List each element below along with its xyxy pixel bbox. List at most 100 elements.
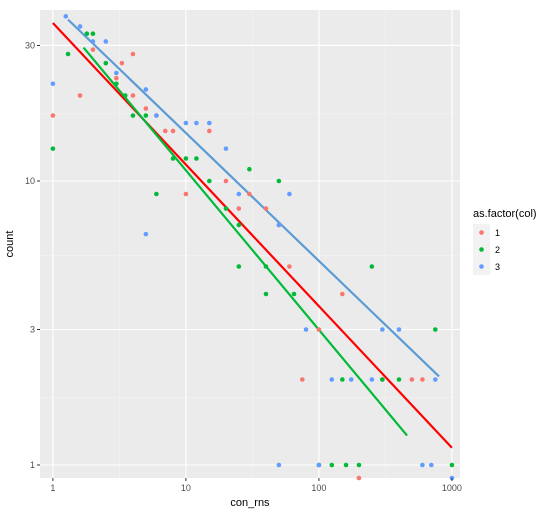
y-tick-label: 30	[25, 40, 35, 50]
data-point-series-2	[223, 206, 229, 211]
data-point-series-2	[356, 462, 362, 468]
data-point-series-1	[90, 47, 96, 52]
data-point-series-2	[343, 462, 349, 468]
data-point-series-3	[90, 39, 96, 44]
data-point-series-1	[50, 113, 56, 118]
fit-line-1	[52, 22, 453, 449]
plot-panel	[40, 10, 460, 478]
data-point-series-3	[420, 462, 425, 468]
data-point-series-3	[287, 191, 292, 197]
data-point-series-2	[143, 113, 149, 118]
data-point-series-3	[369, 377, 375, 382]
data-point-series-3	[114, 70, 119, 76]
data-point-series-2	[263, 291, 269, 297]
data-point-series-3	[50, 81, 56, 87]
data-point-series-1	[299, 377, 305, 382]
data-point-series-2	[183, 156, 189, 161]
x-tick-label: 100	[311, 483, 326, 493]
x-tick-label: 1000	[442, 483, 462, 493]
data-point-series-3	[276, 462, 282, 468]
data-point-series-1	[183, 191, 189, 197]
data-point-series-3	[276, 222, 282, 228]
data-point-series-2	[380, 377, 385, 382]
data-point-series-3	[433, 377, 438, 382]
data-point-series-2	[170, 156, 176, 161]
data-point-series-2	[130, 113, 136, 118]
data-point-series-1	[247, 191, 252, 197]
data-point-series-3	[303, 327, 309, 332]
data-point-series-1	[114, 75, 119, 81]
data-point-series-1	[130, 93, 136, 98]
data-point-series-3	[316, 462, 322, 468]
data-point-series-3	[429, 462, 434, 468]
data-point-series-2	[236, 222, 242, 228]
legend: as.factor(col) 1 2 3	[473, 208, 537, 275]
data-point-series-1	[207, 128, 212, 134]
legend-label-2: 2	[495, 245, 500, 255]
data-point-series-3	[348, 377, 354, 382]
data-point-series-3	[183, 120, 189, 126]
data-point-series-1	[340, 291, 345, 297]
data-point-series-2	[50, 146, 56, 151]
data-point-series-2	[207, 178, 212, 184]
data-point-series-3	[329, 377, 335, 382]
y-tick-label: 1	[30, 460, 35, 470]
data-points	[50, 14, 455, 481]
data-point-series-1	[223, 178, 229, 184]
data-point-series-1	[170, 128, 176, 134]
data-point-series-2	[433, 327, 438, 332]
fit-line-3	[67, 18, 440, 378]
data-point-series-1	[263, 206, 269, 211]
y-axis-title: count	[4, 231, 16, 258]
data-point-series-2	[194, 156, 199, 161]
data-point-series-1	[77, 93, 83, 98]
data-point-series-2	[114, 81, 119, 87]
y-tick-label: 3	[30, 324, 35, 334]
y-tick-label: 10	[25, 176, 35, 186]
x-tick-label: 1	[50, 483, 55, 493]
grid-minor	[40, 10, 460, 478]
data-point-series-3	[236, 191, 242, 197]
data-point-series-1	[162, 128, 168, 134]
data-point-series-1	[356, 475, 362, 481]
y-axis: 1 3 10 30	[25, 40, 40, 470]
data-point-series-3	[103, 39, 109, 44]
data-point-series-2	[263, 264, 269, 269]
data-point-series-3	[194, 120, 199, 126]
data-point-series-2	[291, 291, 297, 297]
legend-marker-3	[479, 264, 484, 269]
legend-label-1: 1	[495, 228, 500, 238]
data-point-series-3	[143, 87, 149, 92]
data-point-series-2	[340, 377, 345, 382]
data-point-series-3	[396, 327, 402, 332]
data-point-series-2	[396, 377, 402, 382]
data-point-series-2	[449, 462, 455, 468]
legend-title: as.factor(col)	[473, 208, 537, 220]
data-point-series-1	[409, 377, 415, 382]
data-point-series-1	[316, 327, 322, 332]
grid-major	[40, 10, 460, 478]
data-point-series-2	[65, 51, 71, 57]
data-point-series-2	[154, 191, 159, 197]
data-point-series-2	[84, 31, 90, 37]
data-point-series-2	[329, 462, 335, 468]
legend-marker-1	[479, 230, 484, 235]
data-point-series-3	[63, 14, 69, 19]
fit-line-2	[82, 46, 408, 437]
legend-marker-2	[479, 247, 484, 252]
data-point-series-1	[130, 51, 136, 57]
x-tick-label: 10	[181, 483, 191, 493]
data-point-series-2	[369, 264, 375, 269]
x-axis-title: con_rns	[230, 497, 270, 509]
data-point-series-3	[77, 24, 83, 29]
data-point-series-3	[223, 146, 229, 151]
data-point-series-3	[143, 231, 149, 237]
data-point-series-2	[236, 264, 242, 269]
data-point-series-2	[276, 178, 282, 184]
fit-lines	[52, 18, 453, 449]
data-point-series-3	[207, 120, 212, 126]
data-point-series-2	[90, 31, 96, 37]
data-point-series-1	[119, 60, 125, 66]
data-point-series-3	[380, 327, 385, 332]
